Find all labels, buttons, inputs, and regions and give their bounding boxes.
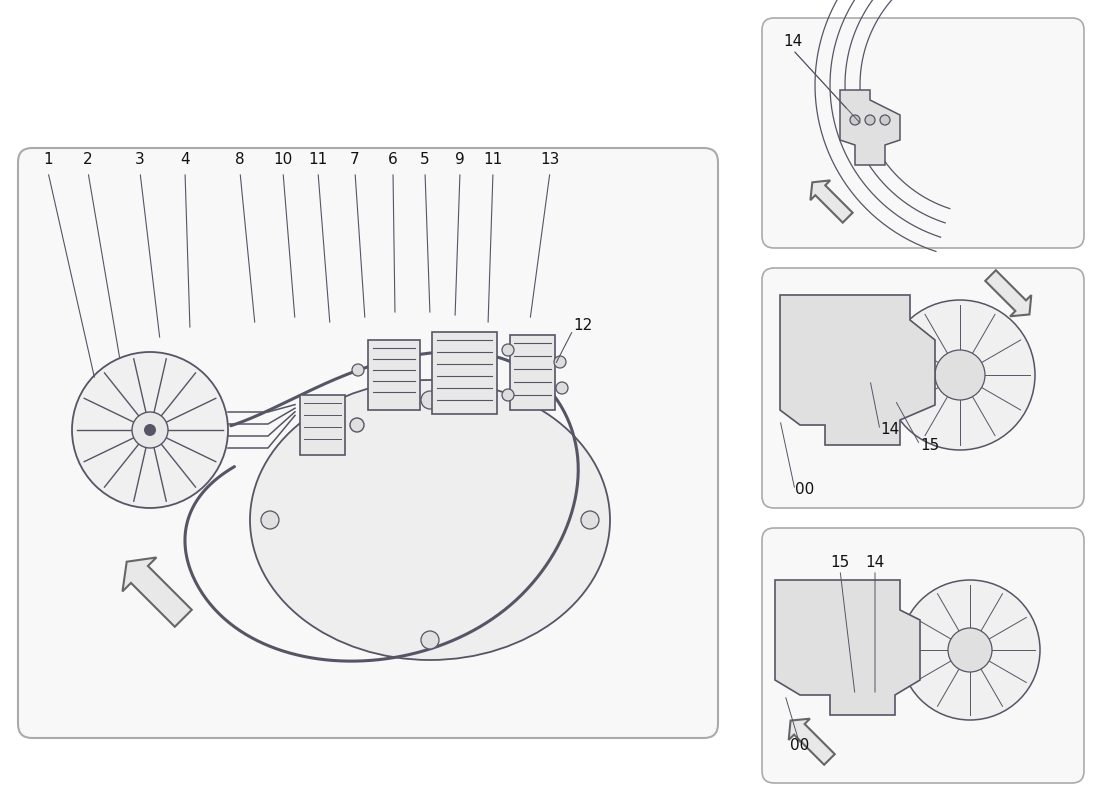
Polygon shape — [776, 580, 920, 715]
Text: eurospares: eurospares — [849, 95, 990, 115]
Text: 00: 00 — [795, 482, 814, 498]
Circle shape — [502, 344, 514, 356]
Circle shape — [352, 364, 364, 376]
FancyBboxPatch shape — [762, 528, 1084, 783]
Ellipse shape — [250, 380, 611, 660]
Polygon shape — [811, 180, 852, 222]
Circle shape — [144, 424, 156, 436]
Circle shape — [350, 418, 364, 432]
Circle shape — [581, 511, 600, 529]
Circle shape — [850, 115, 860, 125]
Text: 15: 15 — [920, 438, 939, 453]
Text: 12: 12 — [573, 318, 592, 333]
FancyBboxPatch shape — [762, 18, 1084, 248]
Circle shape — [880, 115, 890, 125]
Circle shape — [935, 350, 984, 400]
Polygon shape — [986, 270, 1032, 316]
FancyBboxPatch shape — [18, 148, 718, 738]
Circle shape — [261, 511, 279, 529]
Text: eurospares: eurospares — [97, 666, 273, 694]
Circle shape — [865, 115, 874, 125]
Text: 10: 10 — [274, 152, 293, 167]
Polygon shape — [122, 558, 191, 626]
Circle shape — [72, 352, 228, 508]
Circle shape — [132, 412, 168, 448]
Circle shape — [421, 391, 439, 409]
Text: 2: 2 — [84, 152, 92, 167]
Text: 14: 14 — [880, 422, 900, 438]
Text: 4: 4 — [180, 152, 190, 167]
Circle shape — [556, 382, 568, 394]
Bar — [432, 332, 497, 414]
Text: 11: 11 — [308, 152, 328, 167]
Circle shape — [421, 631, 439, 649]
Polygon shape — [789, 718, 835, 765]
Text: 9: 9 — [455, 152, 465, 167]
Text: 14: 14 — [783, 34, 803, 50]
Bar — [368, 340, 420, 410]
Bar — [510, 335, 556, 410]
Text: 6: 6 — [388, 152, 398, 167]
Text: 1: 1 — [43, 152, 53, 167]
Bar — [300, 395, 345, 455]
Circle shape — [948, 628, 992, 672]
Circle shape — [502, 389, 514, 401]
Text: eurospares: eurospares — [97, 196, 273, 224]
Text: 00: 00 — [791, 738, 810, 753]
Circle shape — [554, 356, 566, 368]
Circle shape — [900, 580, 1040, 720]
Text: 5: 5 — [420, 152, 430, 167]
Text: eurospares: eurospares — [352, 666, 528, 694]
Text: 13: 13 — [540, 152, 560, 167]
Polygon shape — [780, 295, 935, 445]
Text: eurospares: eurospares — [849, 625, 990, 645]
Text: 8: 8 — [235, 152, 245, 167]
Text: 11: 11 — [483, 152, 503, 167]
Text: 7: 7 — [350, 152, 360, 167]
Text: 14: 14 — [866, 555, 884, 570]
Text: eurospares: eurospares — [342, 196, 518, 224]
Polygon shape — [840, 90, 900, 165]
Circle shape — [886, 300, 1035, 450]
Text: eurospares: eurospares — [849, 355, 990, 375]
FancyBboxPatch shape — [762, 268, 1084, 508]
Text: 3: 3 — [135, 152, 145, 167]
Text: 15: 15 — [830, 555, 849, 570]
